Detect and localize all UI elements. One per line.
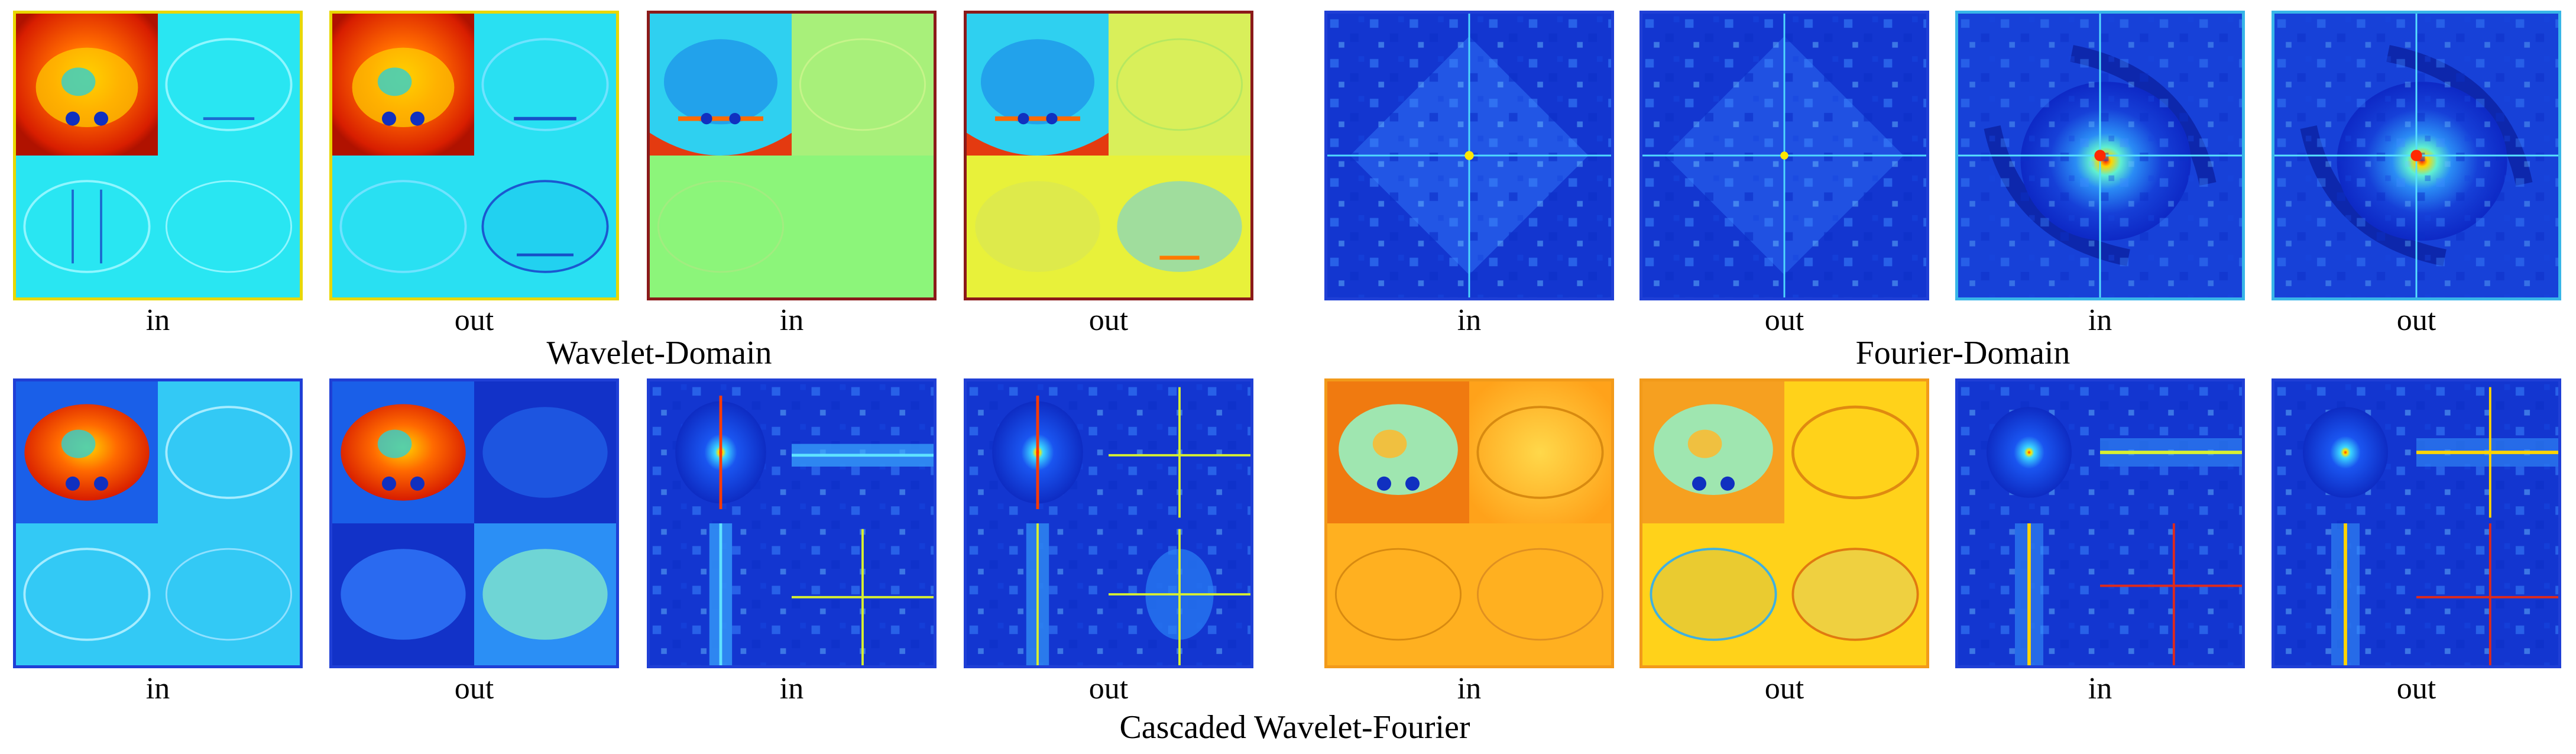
- cascaded-panel-1-label: in: [145, 672, 170, 706]
- wavelet-panel-2: [329, 11, 619, 300]
- cascaded-spectrum-image: [2274, 381, 2558, 665]
- fourier-panel-4: [2272, 11, 2561, 300]
- wavelet-subbands-image: [650, 14, 934, 297]
- fourier-panel-4-label: out: [2396, 303, 2436, 337]
- cascaded-panel-3: [647, 378, 937, 668]
- cascaded-subbands-image: [1327, 381, 1611, 665]
- cascaded-panel-5-label: in: [1457, 672, 1482, 706]
- cascaded-panel-7-label: in: [2088, 672, 2112, 706]
- wavelet-panel-2-label: out: [454, 303, 494, 337]
- cascaded-panel-2: [329, 378, 619, 668]
- fourier-spectrum-image: [1327, 14, 1611, 297]
- fourier-panel-1-label: in: [1457, 303, 1482, 337]
- cascaded-panel-8-label: out: [2396, 672, 2436, 706]
- fourier-spectrum-image: [1642, 14, 1926, 297]
- wavelet-panel-1: [13, 11, 303, 300]
- cascaded-panel-1: [13, 378, 303, 668]
- cascaded-panel-8: [2272, 378, 2561, 668]
- cascaded-spectrum-image: [967, 381, 1250, 665]
- fourier-domain-caption: Fourier-Domain: [1855, 335, 2070, 371]
- fourier-spectrum-image: [2274, 14, 2558, 297]
- wavelet-panel-4: [964, 11, 1253, 300]
- cascaded-panel-2-label: out: [454, 672, 494, 706]
- fourier-spectrum-image: [1958, 14, 2242, 297]
- cascaded-panel-4: [964, 378, 1253, 668]
- cascaded-subbands-image: [1642, 381, 1926, 665]
- wavelet-panel-3-label: in: [779, 303, 804, 337]
- cascaded-panel-7: [1955, 378, 2245, 668]
- wavelet-subbands-image: [967, 14, 1250, 297]
- cascaded-panel-6-label: out: [1764, 672, 1804, 706]
- wavelet-subbands-image: [332, 14, 616, 297]
- cascaded-panel-5: [1324, 378, 1614, 668]
- wavelet-domain-caption: Wavelet-Domain: [546, 335, 772, 371]
- wavelet-subbands-image: [16, 14, 300, 297]
- wavelet-panel-4-label: out: [1088, 303, 1129, 337]
- wavelet-panel-1-label: in: [145, 303, 170, 337]
- cascaded-spectrum-image: [650, 381, 934, 665]
- cascaded-panel-4-label: out: [1088, 672, 1129, 706]
- fourier-panel-3-label: in: [2088, 303, 2112, 337]
- fourier-panel-3: [1955, 11, 2245, 300]
- cascaded-spectrum-image: [1958, 381, 2242, 665]
- fourier-panel-2: [1639, 11, 1929, 300]
- cascaded-subbands-image: [16, 381, 300, 665]
- cascaded-panel-3-label: in: [779, 672, 804, 706]
- cascaded-subbands-image: [332, 381, 616, 665]
- wavelet-panel-3: [647, 11, 937, 300]
- cascaded-caption: Cascaded Wavelet-Fourier: [1119, 709, 1470, 746]
- fourier-panel-2-label: out: [1764, 303, 1804, 337]
- cascaded-panel-6: [1639, 378, 1929, 668]
- fourier-panel-1: [1324, 11, 1614, 300]
